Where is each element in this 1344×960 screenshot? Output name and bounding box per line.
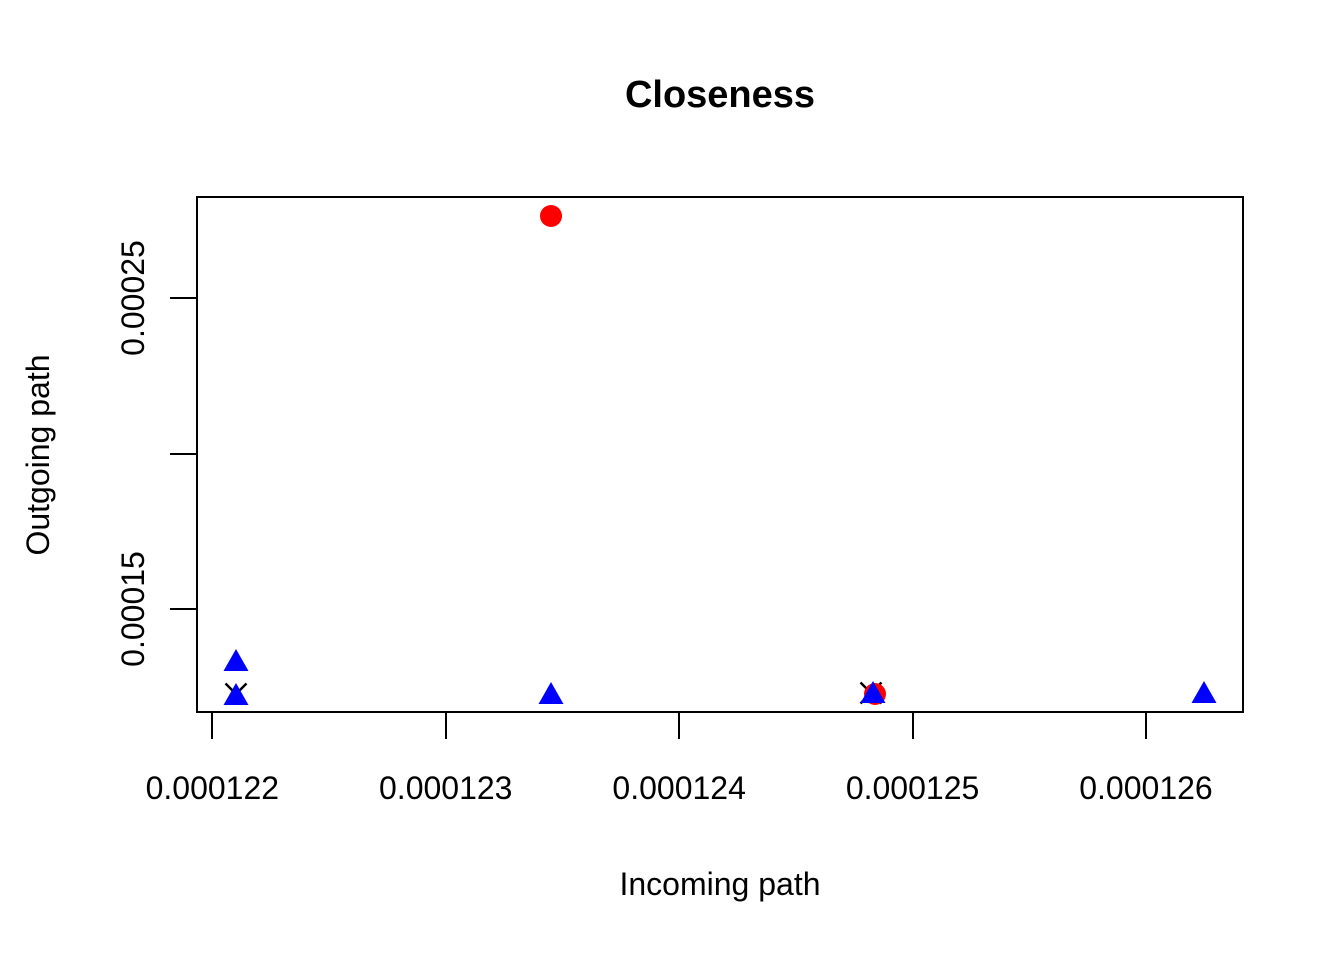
x-axis-tick [211,713,214,739]
marker-layer [196,196,1244,713]
chart-title: Closeness [624,74,816,116]
x-tick-label: 0.000125 [845,770,980,806]
x-tick-label: 0.000123 [379,770,513,806]
x-axis-tick [911,713,914,739]
blue-triangle-marker [223,649,249,671]
blue-triangle-marker [1191,681,1217,704]
x-tick-label: 0.000126 [1079,770,1213,806]
plot-area [196,196,1244,713]
y-axis-title: Outgoing path [20,354,56,556]
x-axis-tick [1144,713,1147,739]
x-axis-tick [678,713,681,739]
y-tick-label: 0.00025 [115,240,151,356]
x-axis-tick [444,713,447,739]
y-tick-label: 0.00015 [115,551,151,667]
y-axis-tick [170,452,196,455]
x-axis-title: Incoming path [619,866,821,902]
y-axis-tick [170,608,196,610]
x-tick-label: 0.000122 [145,770,280,806]
blue-triangle-marker [223,682,249,705]
y-axis-tick [170,297,196,299]
blue-triangle-marker [538,681,564,704]
red-circle-marker [539,204,562,227]
blue-triangle-marker [860,681,886,704]
x-tick-label: 0.000124 [612,770,746,806]
